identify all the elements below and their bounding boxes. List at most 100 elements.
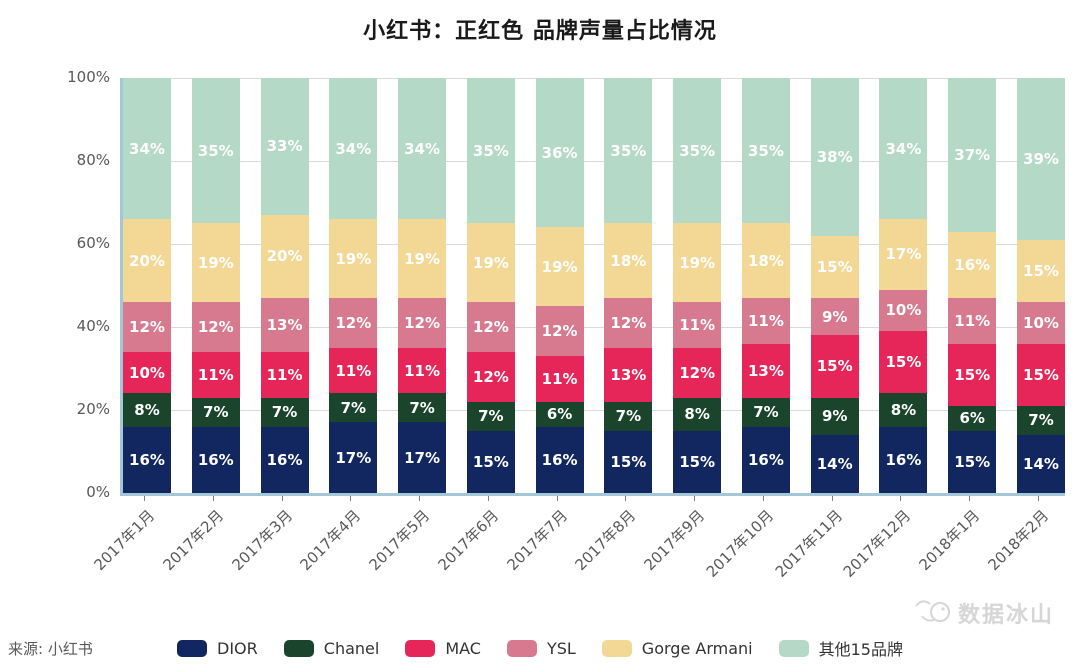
segment-value-label: 14%: [1023, 454, 1059, 473]
segment-value-label: 38%: [816, 147, 853, 166]
bar-segment: 36%: [535, 78, 584, 228]
stacked-bar: 14% 9% 15% 9% 15% 38%: [810, 78, 859, 493]
legend-label: 其他15品牌: [818, 640, 903, 659]
bar-segment: 33%: [260, 78, 309, 215]
x-axis-tick: [625, 496, 627, 501]
gridline: [123, 78, 1065, 79]
bar-segment: 9%: [810, 297, 859, 336]
bar-segment: 11%: [191, 351, 240, 398]
bar-segment: 15%: [810, 235, 859, 298]
segment-value-label: 15%: [1023, 261, 1059, 280]
bar-segment: 16%: [191, 426, 240, 493]
x-axis-tick: [762, 496, 764, 501]
bar-segment: 12%: [191, 302, 240, 352]
y-tick-label: 100%: [67, 68, 110, 86]
segment-value-label: 15%: [1023, 365, 1059, 384]
chart-title: 小红书：正红色 品牌声量占比情况: [363, 19, 717, 44]
stacked-bar: 15% 7% 12% 12% 19% 35%: [466, 78, 515, 493]
segment-value-label: 19%: [335, 249, 372, 268]
segment-value-label: 16%: [885, 450, 922, 469]
y-tick-label: 40%: [76, 317, 110, 335]
segment-value-label: 19%: [472, 253, 509, 272]
watermark-text: 数据冰山: [957, 603, 1054, 628]
segment-value-label: 19%: [404, 249, 441, 268]
segment-value-label: 8%: [134, 401, 160, 420]
bar-segment: 13%: [604, 347, 653, 402]
bar-segment: 13%: [741, 343, 790, 398]
legend-label: YSL: [546, 638, 576, 658]
segment-value-label: 12%: [404, 313, 441, 332]
stacked-bar: 16% 7% 11% 13% 20% 33%: [260, 78, 309, 493]
watermark: 数据冰山: [912, 596, 1054, 630]
bar-segment: 19%: [191, 223, 240, 303]
legend-label: Gorge Armani: [641, 638, 753, 658]
stacked-bar: 16% 7% 11% 12% 19% 35%: [191, 78, 240, 493]
segment-value-label: 12%: [335, 313, 372, 332]
legend-label: MAC: [445, 638, 481, 658]
bar-segment: 7%: [604, 401, 653, 431]
segment-value-label: 7%: [1028, 411, 1054, 430]
segment-value-label: 34%: [129, 139, 165, 158]
segment-value-label: 11%: [954, 311, 991, 330]
bar-segment: 7%: [398, 393, 447, 423]
bar-segment: 11%: [948, 297, 997, 344]
stacked-bar: 17% 7% 11% 12% 19% 34%: [398, 78, 447, 493]
bar-segment: 11%: [673, 302, 722, 348]
y-tick-label: 20%: [76, 400, 110, 418]
legend-swatch: [283, 639, 314, 657]
plot-area: 16% 8% 10% 12% 20% 34% 16% 7% 11% 12% 19% 35% 16% 7% 1…: [120, 78, 1065, 496]
segment-value-label: 7%: [271, 403, 298, 422]
bar-segment: 34%: [398, 78, 447, 220]
legend-item: DIOR: [177, 639, 258, 658]
x-axis-tick: [419, 496, 421, 501]
x-axis-tick: [900, 496, 902, 501]
legend-swatch: [177, 639, 208, 657]
segment-value-label: 6%: [546, 405, 573, 424]
bar-segment: 7%: [1017, 405, 1065, 435]
segment-value-label: 13%: [747, 361, 784, 380]
segment-value-label: 9%: [821, 307, 848, 326]
bar-segment: 13%: [260, 297, 309, 352]
segment-value-label: 7%: [753, 403, 779, 422]
segment-value-label: 11%: [679, 315, 716, 334]
bar-segment: 7%: [466, 401, 515, 431]
segment-value-label: 11%: [404, 361, 441, 380]
bar-segment: 35%: [673, 78, 722, 224]
stacked-bar: 15% 6% 15% 11% 16% 37%: [948, 78, 997, 493]
stacked-bar: 14% 7% 15% 10% 15% 39%: [1017, 78, 1065, 493]
stacked-bar: 16% 7% 13% 11% 18% 35%: [741, 78, 790, 493]
y-tick-label: 0%: [86, 483, 110, 501]
segment-value-label: 16%: [266, 450, 303, 469]
bar-segment: 15%: [673, 430, 722, 493]
segment-value-label: 14%: [816, 454, 853, 473]
segment-value-label: 12%: [541, 322, 578, 341]
source-note: 来源: 小红书: [8, 640, 93, 658]
x-axis-tick: [212, 496, 214, 501]
segment-value-label: 17%: [885, 245, 922, 264]
segment-value-label: 18%: [747, 251, 784, 270]
stacked-bar: 15% 7% 13% 12% 18% 35%: [604, 78, 653, 493]
legend-swatch: [506, 639, 537, 657]
segment-value-label: 12%: [679, 363, 716, 382]
segment-value-label: 15%: [954, 365, 991, 384]
segment-value-label: 33%: [266, 137, 303, 156]
segment-value-label: 7%: [615, 407, 642, 426]
segment-value-label: 10%: [885, 301, 922, 320]
bar-segment: 18%: [741, 223, 790, 298]
segment-value-label: 7%: [203, 403, 229, 422]
bar-segment: 11%: [260, 351, 309, 398]
segment-value-label: 11%: [747, 311, 784, 330]
bar-segment: 35%: [191, 78, 240, 224]
segment-value-label: 11%: [266, 365, 303, 384]
segment-value-label: 11%: [197, 365, 234, 384]
bar-segment: 35%: [466, 78, 515, 224]
bar-segment: 6%: [948, 405, 997, 431]
segment-value-label: 20%: [129, 251, 165, 270]
stacked-bar: 16% 8% 15% 10% 17% 34%: [879, 78, 928, 493]
bar-segment: 12%: [123, 302, 171, 352]
segment-value-label: 18%: [610, 251, 647, 270]
segment-value-label: 20%: [266, 247, 303, 266]
segment-value-label: 35%: [679, 141, 716, 160]
bar-segment: 15%: [1017, 239, 1065, 303]
segment-value-label: 15%: [679, 452, 716, 471]
